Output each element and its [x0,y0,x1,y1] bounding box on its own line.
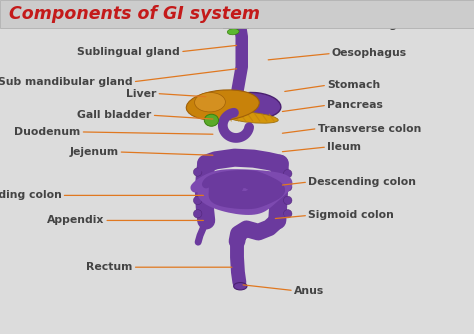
FancyBboxPatch shape [223,20,248,28]
Ellipse shape [283,169,292,178]
Text: Duodenum: Duodenum [14,127,81,137]
Text: Gall bladder: Gall bladder [77,110,152,120]
Ellipse shape [228,29,239,35]
Text: Appendix: Appendix [47,215,104,225]
Text: Jejenum: Jejenum [69,147,118,157]
Ellipse shape [195,93,225,112]
Text: Sublingual gland: Sublingual gland [77,47,180,57]
Ellipse shape [186,90,259,121]
Text: Stomach: Stomach [327,80,380,90]
Text: Transverse colon: Transverse colon [318,124,421,134]
Text: Sigmoid colon: Sigmoid colon [308,210,394,220]
Ellipse shape [283,196,292,204]
Ellipse shape [193,168,202,176]
Ellipse shape [229,93,281,118]
Text: Rectum: Rectum [86,262,133,272]
Ellipse shape [204,114,219,126]
Ellipse shape [193,181,202,190]
Ellipse shape [193,196,202,204]
Text: Liver: Liver [126,89,156,99]
Text: Parotid gland: Parotid gland [341,20,424,30]
Text: Components of GI system: Components of GI system [9,5,260,23]
Text: Anus: Anus [294,286,324,296]
Ellipse shape [283,183,292,191]
Ellipse shape [193,210,202,218]
Ellipse shape [234,283,247,290]
Text: Ascending colon: Ascending colon [0,190,62,200]
Ellipse shape [224,112,278,123]
Text: Ileum: Ileum [327,142,361,152]
FancyBboxPatch shape [0,0,474,28]
Ellipse shape [244,15,261,25]
Text: Descending colon: Descending colon [308,177,416,187]
Ellipse shape [234,18,247,25]
Text: Sub mandibular gland: Sub mandibular gland [0,77,133,87]
Text: Pancreas: Pancreas [327,100,383,110]
Ellipse shape [283,210,292,218]
Text: Oesophagus: Oesophagus [332,48,407,58]
